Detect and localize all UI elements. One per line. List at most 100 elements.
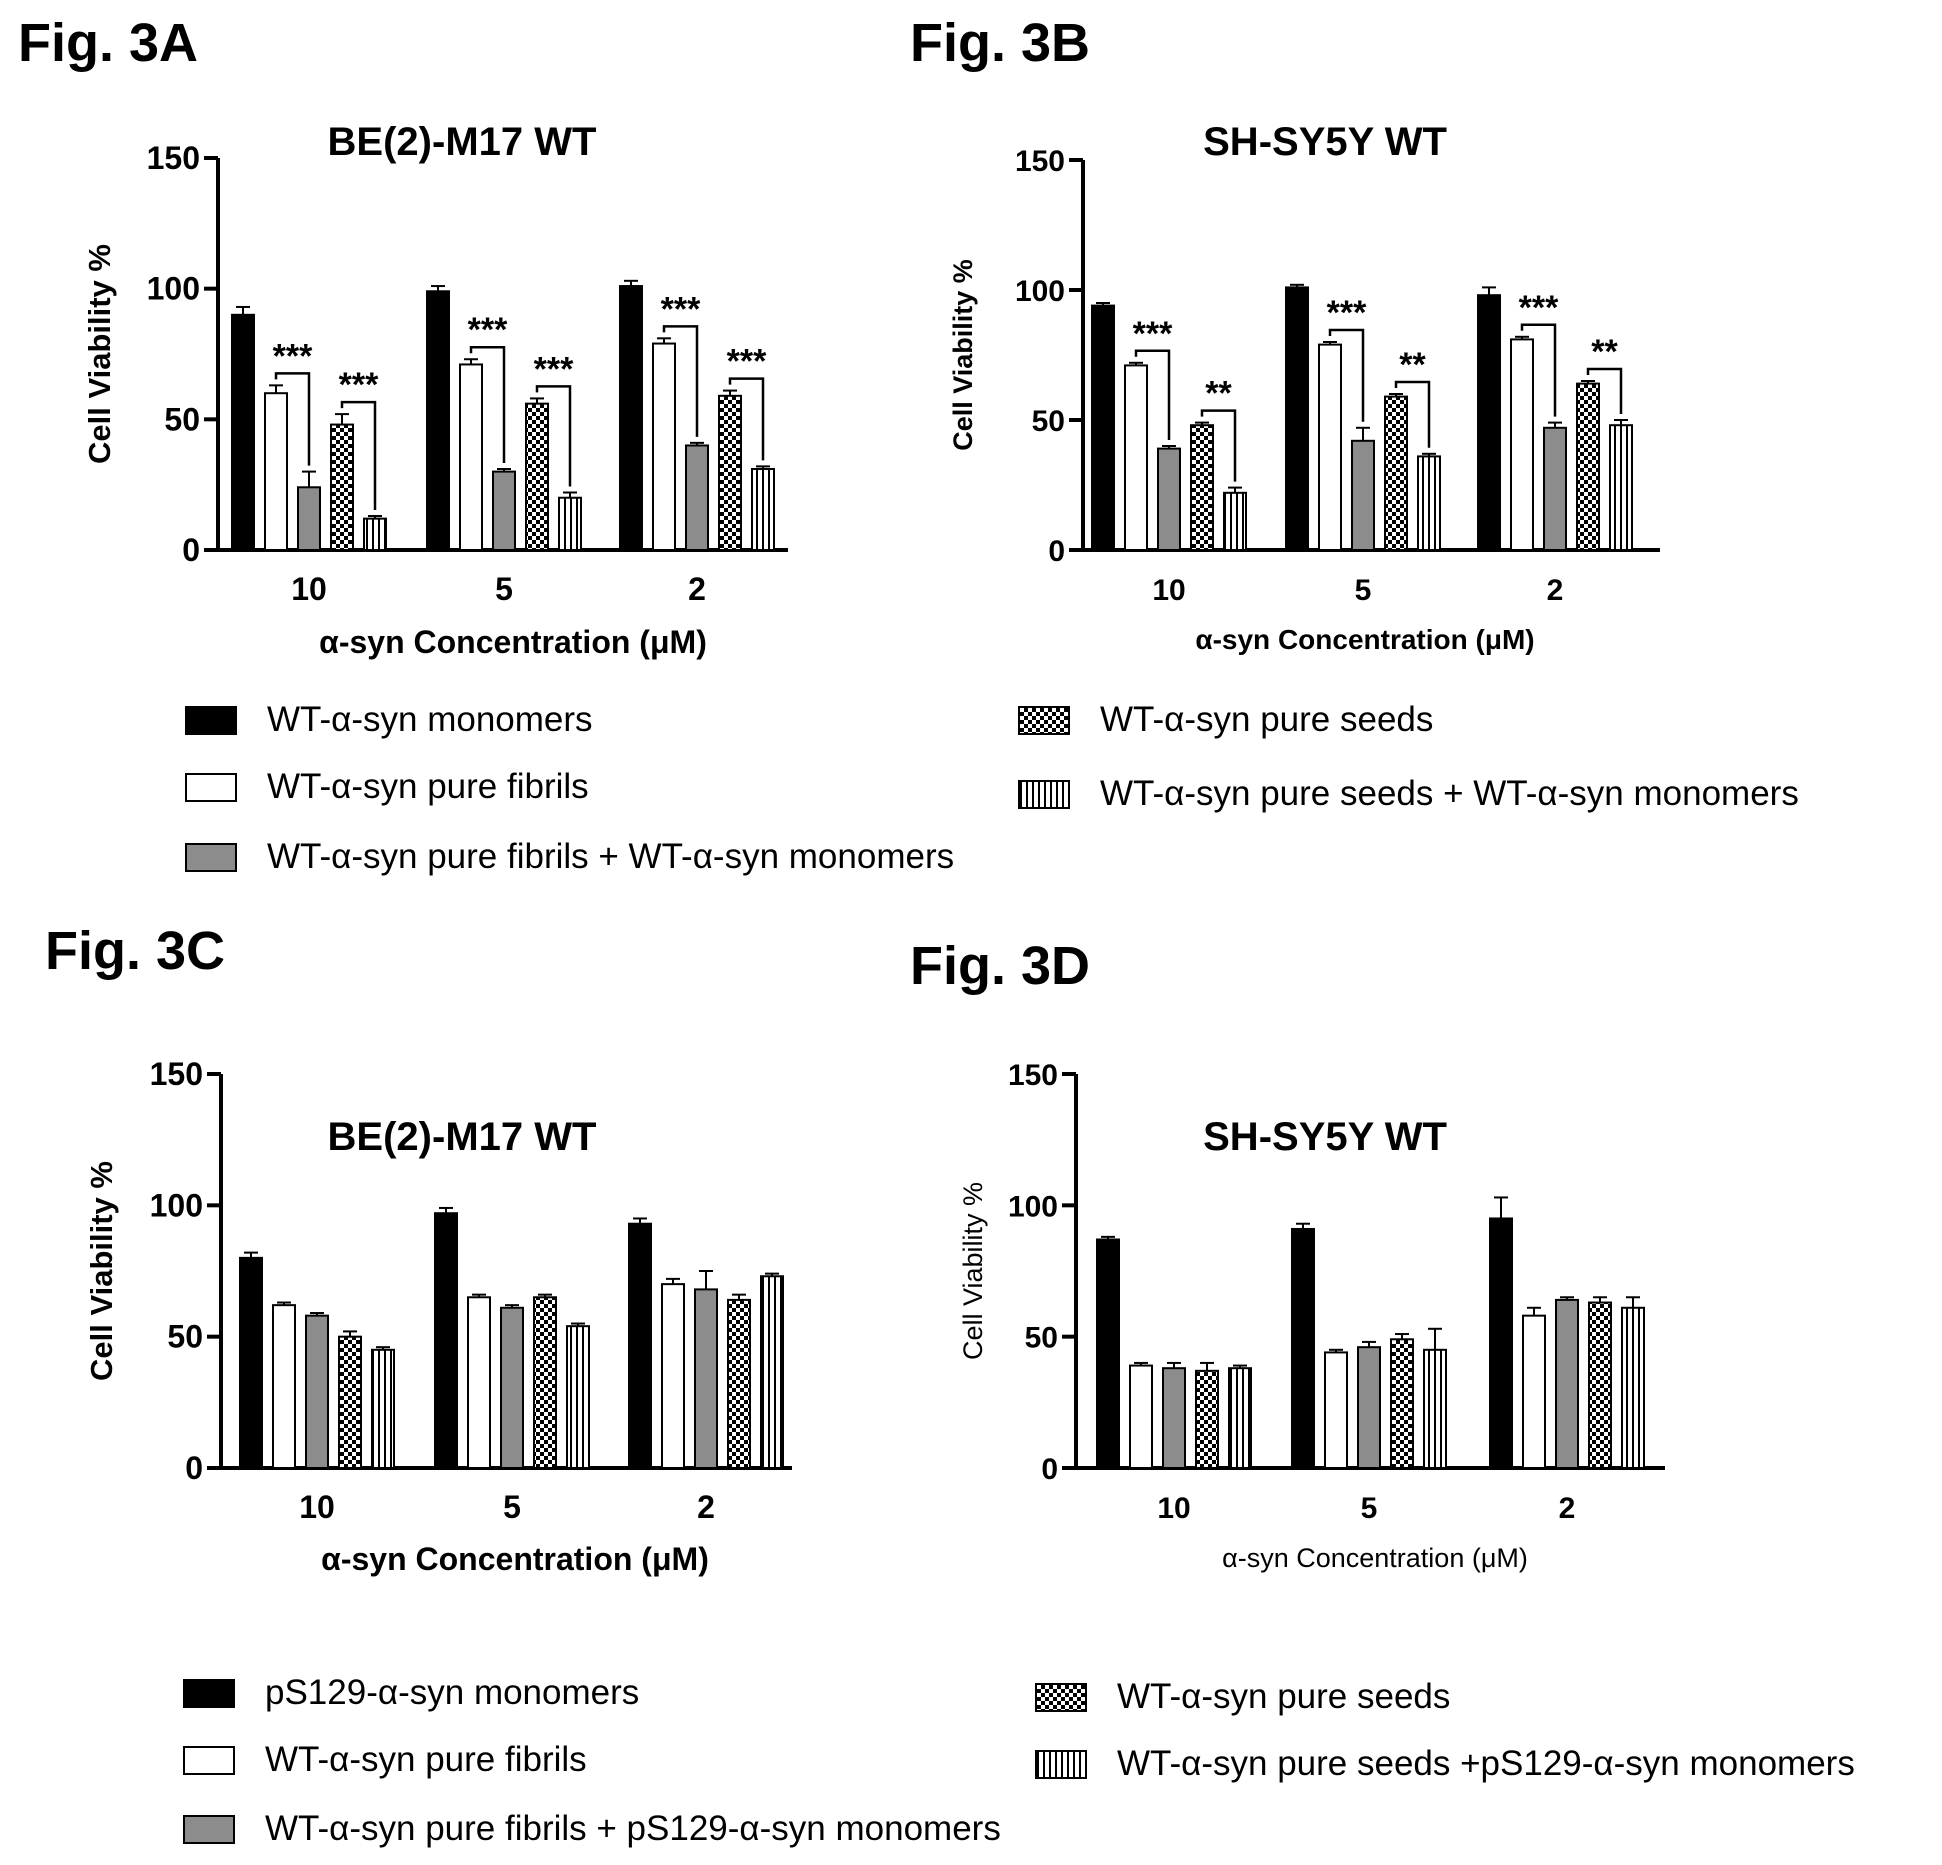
bar-seeds <box>1384 395 1408 551</box>
y-tick-label: 100 <box>1015 275 1065 308</box>
x-tick-label: 5 <box>495 571 513 607</box>
chart-panel-3d: SH-SY5Y WT 0 50 100 150 Cell Viability % α-syn… <box>958 1059 1665 1573</box>
significance-bracket <box>1394 380 1431 448</box>
bar-fibrils-plus-monomers <box>1157 447 1181 552</box>
y-axis-label: Cell Viability % <box>84 1161 119 1381</box>
bar-monomers <box>239 1256 263 1470</box>
legend-top-fibrils: WT-α-syn pure fibrils <box>185 767 589 807</box>
significance-label: *** <box>727 343 767 381</box>
significance-label: *** <box>1519 289 1559 327</box>
bar-fibrils <box>1318 343 1342 551</box>
x-tick-label: 2 <box>697 1489 715 1525</box>
legend-label: WT-α-syn pure fibrils + WT-α-syn monomer… <box>267 837 955 876</box>
significance-bracket <box>1134 349 1171 440</box>
significance-label: ** <box>1205 375 1232 413</box>
significance-bracket <box>1586 367 1623 414</box>
bar-fibrils <box>467 1296 491 1470</box>
x-tick-label: 5 <box>503 1489 521 1525</box>
bar-seeds <box>338 1335 362 1469</box>
bar-fibrils-plus-monomers <box>1357 1346 1381 1470</box>
y-tick-label: 50 <box>167 1319 203 1355</box>
figure-label-3a: Fig. 3A <box>18 13 199 73</box>
figure-label-3b: Fig. 3B <box>910 13 1091 73</box>
chart-title: BE(2)-M17 WT <box>328 1115 597 1159</box>
figure-label-3d: Fig. 3D <box>910 936 1091 996</box>
legend-label: WT-α-syn monomers <box>267 700 593 739</box>
bar-seeds <box>727 1298 751 1469</box>
bar-fibrils <box>459 363 483 551</box>
legend-swatch-seeds-plus-monomers <box>1018 779 1070 809</box>
bar-fibrils-plus-monomers <box>1555 1298 1579 1469</box>
legend-top-seeds: WT-α-syn pure seeds <box>1018 700 1433 740</box>
bar-fibrils <box>1324 1351 1348 1469</box>
x-tick-label: 2 <box>1559 1492 1576 1525</box>
bar-fibrils-plus-monomers <box>297 486 321 551</box>
legend-swatch-fibrils-plus-monomers <box>183 1814 235 1844</box>
x-tick-label: 10 <box>291 571 327 607</box>
bar-fibrils <box>1522 1314 1546 1469</box>
legend-top-fibrils-plus-monomers: WT-α-syn pure fibrils + WT-α-syn monomer… <box>185 837 954 877</box>
legend-label: WT-α-syn pure seeds +pS129-α-syn monomer… <box>1117 1744 1855 1783</box>
legend-swatch-fibrils-plus-monomers <box>185 842 237 872</box>
bar-fibrils-plus-monomers <box>694 1288 718 1470</box>
y-tick-label: 150 <box>147 140 200 176</box>
bar-seeds <box>718 394 742 551</box>
chart-panel-3b: SH-SY5Y WT 0 50 100 150 Cell Viability % α-syn… <box>948 120 1660 655</box>
chart-panel-3c: BE(2)-M17 WT 0 50 100 150 Cell Viability % α-s… <box>84 1056 792 1577</box>
legend-swatch-seeds-plus-monomers <box>1035 1749 1087 1779</box>
bar-fibrils <box>1129 1364 1153 1470</box>
chart-panel-3a: BE(2)-M17 WT 0 50 100 150 Cell Viability % α-s… <box>82 120 788 660</box>
bar-seeds-plus-monomers <box>566 1325 590 1470</box>
bar-fibrils <box>661 1283 685 1469</box>
y-tick-label: 50 <box>1025 1322 1058 1355</box>
y-tick-label: 150 <box>1008 1059 1058 1092</box>
legend-top-seeds-plus-monomers: WT-α-syn pure seeds + WT-α-syn monomers <box>1018 774 1799 814</box>
x-axis-label: α-syn Concentration (μM) <box>1195 624 1534 655</box>
bar-seeds-plus-monomers <box>558 496 582 552</box>
chart-title: SH-SY5Y WT <box>1203 120 1447 164</box>
bar-seeds-plus-monomers <box>1423 1348 1447 1470</box>
significance-label: ** <box>1399 346 1426 384</box>
figure-label-3c: Fig. 3C <box>45 921 226 981</box>
y-axis-label: Cell Viability % <box>948 259 978 451</box>
y-axis-label: Cell Viability % <box>958 1182 988 1360</box>
x-tick-label: 2 <box>1547 574 1564 607</box>
legend-bottom-seeds-plus-monomers: WT-α-syn pure seeds +pS129-α-syn monomer… <box>1035 1744 1855 1784</box>
chart-title: SH-SY5Y WT <box>1203 1115 1447 1159</box>
bar-monomers <box>1096 1238 1120 1469</box>
legend-label: pS129-α-syn monomers <box>265 1673 640 1712</box>
bar-seeds <box>1390 1338 1414 1469</box>
bar-fibrils <box>1510 338 1534 551</box>
legend-label: WT-α-syn pure seeds <box>1100 700 1434 739</box>
significance-bracket <box>535 385 572 487</box>
chart-title: BE(2)-M17 WT <box>328 120 597 164</box>
y-tick-label: 100 <box>147 271 200 307</box>
significance-label: *** <box>468 311 508 349</box>
legend-bottom-fibrils-plus-monomers: WT-α-syn pure fibrils + pS129-α-syn mono… <box>183 1809 1001 1849</box>
legend-label: WT-α-syn pure seeds + WT-α-syn monomers <box>1100 774 1799 813</box>
bar-monomers <box>1489 1217 1513 1470</box>
bar-monomers <box>426 290 450 551</box>
bar-seeds <box>1576 382 1600 551</box>
bar-seeds <box>1588 1301 1612 1470</box>
x-tick-label: 10 <box>1152 574 1185 607</box>
bar-fibrils <box>1124 364 1148 551</box>
significance-bracket <box>274 372 311 466</box>
bar-fibrils-plus-monomers <box>305 1314 329 1469</box>
bar-seeds-plus-monomers <box>1417 455 1441 551</box>
legend-swatch-monomers <box>185 705 237 735</box>
significance-bracket <box>1328 328 1365 422</box>
significance-label: *** <box>534 350 574 388</box>
significance-bracket <box>662 325 699 437</box>
significance-label: *** <box>1327 294 1367 332</box>
bar-monomers <box>231 313 255 551</box>
significance-label: *** <box>1133 315 1173 353</box>
bar-seeds-plus-monomers <box>1621 1306 1645 1469</box>
y-tick-label: 100 <box>150 1187 203 1223</box>
significance-bracket <box>340 400 377 511</box>
bar-fibrils-plus-monomers <box>685 444 709 552</box>
significance-label: *** <box>339 366 379 404</box>
legend-bottom-fibrils: WT-α-syn pure fibrils <box>183 1740 587 1780</box>
bar-fibrils <box>272 1304 296 1469</box>
bar-monomers <box>1091 304 1115 551</box>
